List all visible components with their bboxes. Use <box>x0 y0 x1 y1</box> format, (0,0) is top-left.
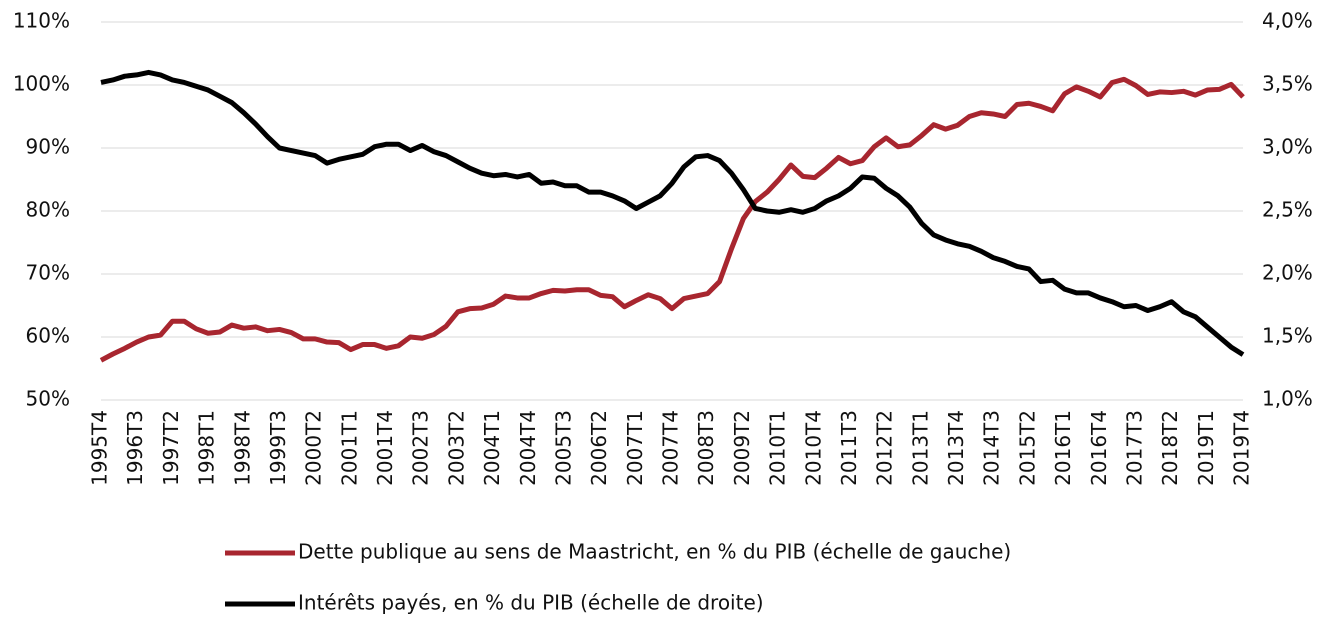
y-tick-label: 110% <box>13 9 70 33</box>
x-tick-label: 2000T2 <box>302 410 326 486</box>
x-tick-label: 2016T4 <box>1087 410 1111 486</box>
x-tick-label: 1995T4 <box>88 410 112 486</box>
x-tick-label: 2010T1 <box>766 410 790 486</box>
x-tick-label: 2019T1 <box>1194 410 1218 486</box>
x-tick-label: 2017T3 <box>1122 410 1146 486</box>
x-tick-label: 2005T3 <box>551 410 575 486</box>
x-tick-label: 2018T2 <box>1158 410 1182 486</box>
y-tick-label: 60% <box>26 324 70 348</box>
x-tick-label: 2013T1 <box>908 410 932 486</box>
legend-label: Intérêts payés, en % du PIB (échelle de … <box>298 591 764 615</box>
y2-tick-label: 2,0% <box>1262 261 1313 285</box>
x-tick-label: 2010T4 <box>801 410 825 486</box>
x-tick-label: 1998T4 <box>230 410 254 486</box>
x-tick-label: 2019T4 <box>1230 410 1254 486</box>
y-tick-label: 50% <box>26 387 70 411</box>
x-tick-label: 2013T4 <box>944 410 968 486</box>
x-tick-label: 2007T1 <box>623 410 647 486</box>
x-tick-label: 2004T1 <box>480 410 504 486</box>
x-tick-label: 2003T2 <box>444 410 468 486</box>
x-tick-label: 1998T1 <box>195 410 219 486</box>
y2-tick-label: 3,5% <box>1262 72 1313 96</box>
y2-tick-label: 2,5% <box>1262 198 1313 222</box>
line-series <box>100 69 1245 357</box>
x-tick-label: 1996T3 <box>123 410 147 486</box>
y2-tick-label: 1,5% <box>1262 324 1313 348</box>
y2-tick-label: 4,0% <box>1262 9 1313 33</box>
x-tick-label: 2014T3 <box>980 410 1004 486</box>
x-tick-label: 1997T2 <box>159 410 183 486</box>
x-tick-label: 2012T2 <box>873 410 897 486</box>
legend-label: Dette publique au sens de Maastricht, en… <box>298 540 1011 564</box>
y-tick-label: 70% <box>26 261 70 285</box>
y2-tick-label: 1,0% <box>1262 387 1313 411</box>
x-tick-label: 2015T2 <box>1015 410 1039 486</box>
x-tick-label: 2011T3 <box>837 410 861 486</box>
x-tick-label: 1999T3 <box>266 410 290 486</box>
x-tick-label: 2008T3 <box>694 410 718 486</box>
x-tick-label: 2007T4 <box>659 410 683 486</box>
x-tick-label: 2001T1 <box>337 410 361 486</box>
x-tick-label: 2009T2 <box>730 410 754 486</box>
y-tick-label: 80% <box>26 198 70 222</box>
x-tick-label: 2016T1 <box>1051 410 1075 486</box>
y2-tick-label: 3,0% <box>1262 135 1313 159</box>
y-tick-label: 100% <box>13 72 70 96</box>
x-tick-label: 2004T4 <box>516 410 540 486</box>
x-tick-label: 2002T3 <box>409 410 433 486</box>
x-tick-label: 2001T4 <box>373 410 397 486</box>
y-tick-label: 90% <box>26 135 70 159</box>
x-tick-label: 2006T2 <box>587 410 611 486</box>
line-series <box>99 76 1245 363</box>
